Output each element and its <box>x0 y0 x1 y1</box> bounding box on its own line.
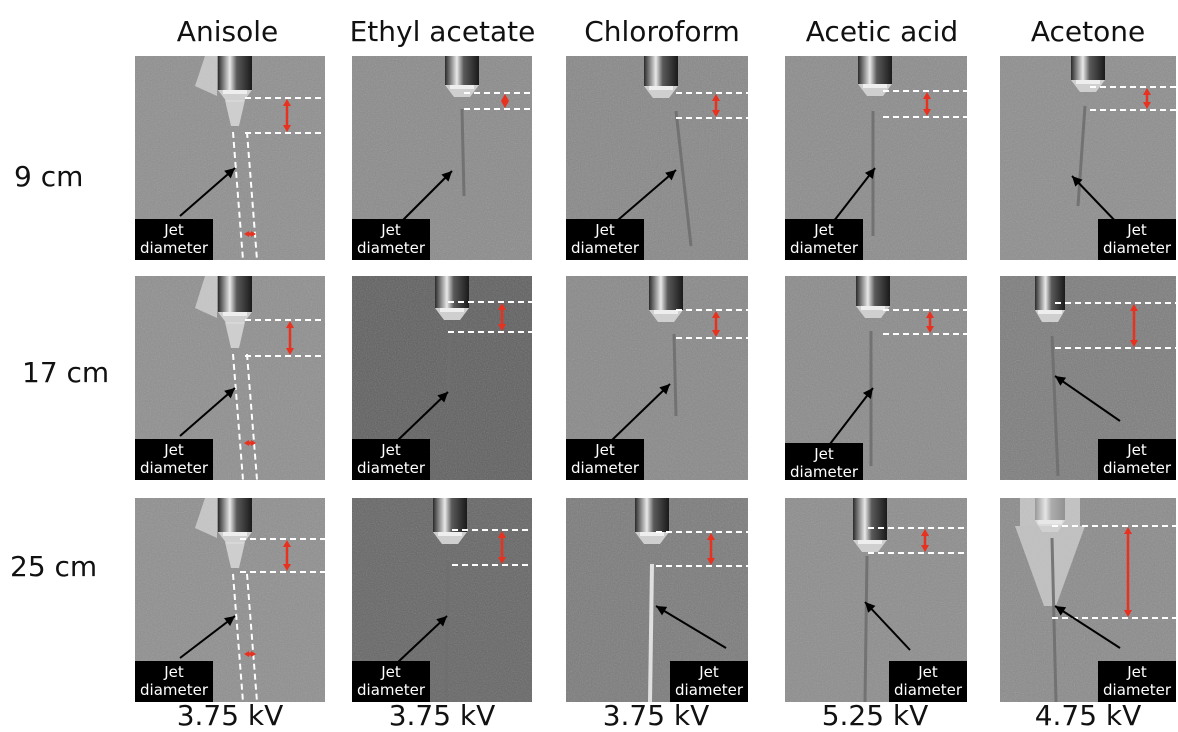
jet-label-line1: Jet <box>1127 221 1147 239</box>
jet-label-line1: Jet <box>381 663 401 681</box>
jet-label-line1: Jet <box>164 441 184 459</box>
jet-label-line2: diameter <box>140 681 208 699</box>
jet-diameter-label: Jet diameter <box>1098 661 1176 702</box>
row-label-17cm: 17 cm <box>22 356 110 389</box>
voltage-label-acetone: 4.75 kV <box>1034 699 1142 732</box>
jet-image-acetone-25cm: Jet diameter <box>1000 498 1176 702</box>
jet-diameter-label: Jet diameter <box>135 661 213 702</box>
column-header-acetone: Acetone <box>1030 15 1146 48</box>
jet-label-line2: diameter <box>357 459 425 477</box>
jet-diameter-label: Jet diameter <box>566 219 644 260</box>
jet-image-acetic-acid-9cm: Jet diameter <box>785 56 967 260</box>
jet-diameter-label: Jet diameter <box>1098 219 1176 260</box>
jet-diameter-label: Jet diameter <box>1098 439 1176 480</box>
jet-image-ethyl-acetate-9cm: Jet diameter <box>352 56 532 260</box>
jet-label-line2: diameter <box>790 463 858 480</box>
column-header-acetic-acid: Acetic acid <box>805 15 959 48</box>
jet-label-line1: Jet <box>699 663 719 681</box>
jet-label-line2: diameter <box>357 239 425 257</box>
jet-photo <box>352 498 532 702</box>
jet-photo <box>785 498 967 702</box>
voltage-label-acetic-acid: 5.25 kV <box>821 699 929 732</box>
jet-label-line2: diameter <box>571 239 639 257</box>
column-header-ethyl-acetate: Ethyl acetate <box>349 15 536 48</box>
jet-image-acetone-17cm: Jet diameter <box>1000 276 1176 480</box>
jet-photo <box>135 56 325 260</box>
jet-label-line2: diameter <box>1103 459 1171 477</box>
jet-photo <box>1000 56 1176 260</box>
jet-label-line1: Jet <box>164 221 184 239</box>
jet-image-anisole-9cm: Jet diameter <box>135 56 325 260</box>
jet-label-line2: diameter <box>1103 239 1171 257</box>
jet-diameter-label: Jet diameter <box>352 219 430 260</box>
jet-label-line1: Jet <box>595 221 615 239</box>
column-header-chloroform: Chloroform <box>584 15 740 48</box>
jet-photo <box>785 56 967 260</box>
jet-label-line1: Jet <box>381 441 401 459</box>
jet-label-line2: diameter <box>140 459 208 477</box>
jet-diameter-label: Jet diameter <box>352 661 430 702</box>
jet-image-acetone-9cm: Jet diameter <box>1000 56 1176 260</box>
row-label-25cm: 25 cm <box>10 550 98 583</box>
voltage-label-anisole: 3.75 kV <box>176 699 284 732</box>
jet-diameter-label: Jet diameter <box>135 219 213 260</box>
jet-label-line1: Jet <box>814 221 834 239</box>
jet-photo <box>352 276 532 480</box>
jet-diameter-label: Jet diameter <box>785 219 863 260</box>
jet-label-line2: diameter <box>675 681 743 699</box>
column-header-anisole: Anisole <box>176 15 279 48</box>
jet-image-acetic-acid-17cm: Jet diameter <box>785 276 967 480</box>
jet-image-ethyl-acetate-25cm: Jet diameter <box>352 498 532 702</box>
jet-image-chloroform-9cm: Jet diameter <box>566 56 748 260</box>
jet-label-line2: diameter <box>894 681 962 699</box>
jet-label-line1: Jet <box>595 441 615 459</box>
jet-diameter-label: Jet diameter <box>352 439 430 480</box>
voltage-label-ethyl-acetate: 3.75 kV <box>388 699 496 732</box>
jet-image-chloroform-25cm: Jet diameter <box>566 498 748 702</box>
jet-diameter-label: Jet diameter <box>566 439 644 480</box>
jet-image-anisole-25cm: Jet diameter <box>135 498 325 702</box>
jet-label-line2: diameter <box>357 681 425 699</box>
jet-label-line2: diameter <box>1103 681 1171 699</box>
jet-diameter-label: Jet diameter <box>670 661 748 702</box>
jet-label-line1: Jet <box>381 221 401 239</box>
row-label-9cm: 9 cm <box>14 160 84 193</box>
jet-label-line1: Jet <box>1127 441 1147 459</box>
jet-image-ethyl-acetate-17cm: Jet diameter <box>352 276 532 480</box>
jet-diameter-label: Jet diameter <box>785 443 863 480</box>
jet-label-line2: diameter <box>571 459 639 477</box>
jet-diameter-label: Jet diameter <box>889 661 967 702</box>
jet-label-line1: Jet <box>918 663 938 681</box>
jet-label-line1: Jet <box>164 663 184 681</box>
jet-photo <box>566 498 748 702</box>
jet-image-acetic-acid-25cm: Jet diameter <box>785 498 967 702</box>
jet-label-line1: Jet <box>814 445 834 463</box>
jet-image-anisole-17cm: Jet diameter <box>135 276 325 480</box>
jet-label-line1: Jet <box>1127 663 1147 681</box>
jet-image-chloroform-17cm: Jet diameter <box>566 276 748 480</box>
voltage-label-chloroform: 3.75 kV <box>602 699 710 732</box>
jet-label-line2: diameter <box>140 239 208 257</box>
jet-label-line2: diameter <box>790 239 858 257</box>
jet-diameter-label: Jet diameter <box>135 439 213 480</box>
